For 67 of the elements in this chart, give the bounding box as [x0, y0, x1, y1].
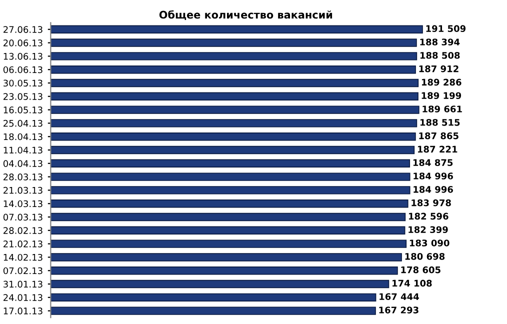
y-tick-label: 21.02.13 [4, 240, 42, 248]
bar [50, 253, 402, 262]
data-label: 183 090 [410, 240, 450, 246]
y-tick-label: 30.05.13 [4, 80, 42, 87]
data-label: 188 394 [420, 38, 460, 46]
y-tick-label: 28.02.13 [4, 227, 42, 234]
data-label: 180 698 [405, 253, 445, 260]
y-tick-label: 18.04.13 [4, 133, 42, 140]
bar [50, 78, 419, 88]
data-label: 184 875 [413, 159, 453, 166]
y-tick-label: 24.01.13 [4, 294, 42, 301]
bar [50, 280, 390, 288]
bar [50, 212, 406, 222]
y-tick-label: 23.05.13 [4, 93, 42, 100]
bar [50, 146, 415, 154]
bar [50, 65, 416, 74]
bar [50, 266, 398, 275]
y-tick-label: 06.06.13 [3, 66, 42, 74]
data-label: 189 286 [422, 78, 462, 86]
bar [50, 38, 417, 47]
bar [50, 306, 376, 315]
chart-title: Общее количество вакансий [159, 10, 332, 20]
bar [50, 293, 376, 302]
bar [50, 240, 407, 248]
y-tick-label: 11.04.13 [4, 146, 42, 154]
data-label: 188 515 [420, 118, 460, 126]
bar [50, 172, 410, 181]
bar [50, 200, 408, 208]
data-label: 183 978 [412, 199, 451, 206]
data-label: 174 108 [392, 280, 432, 287]
y-tick-label: 16.05.13 [4, 106, 42, 114]
bar [50, 25, 423, 34]
y-tick-label: 28.03.13 [4, 174, 42, 180]
bar [50, 159, 410, 168]
bar [50, 119, 418, 128]
y-tick-label: 31.01.13 [4, 280, 42, 288]
data-label: 167 293 [379, 306, 418, 314]
y-tick-label: 07.03.13 [3, 214, 42, 221]
y-tick-label: 14.03.13 [4, 200, 42, 208]
data-label: 182 399 [408, 226, 448, 234]
y-tick-label: 21.03.13 [4, 186, 42, 194]
data-label: 184 996 [414, 172, 453, 180]
bar [50, 106, 420, 114]
data-label: 167 444 [380, 293, 419, 300]
data-label: 188 508 [420, 52, 460, 59]
y-tick-label: 14.02.13 [4, 254, 42, 261]
bar [50, 52, 418, 60]
data-label: 189 661 [422, 106, 462, 112]
y-tick-label: 04.04.13 [3, 160, 42, 167]
y-tick-label: 07.02.13 [3, 267, 42, 274]
data-label: 184 996 [414, 186, 453, 193]
bar [50, 226, 406, 235]
y-tick-label: 27.06.13 [4, 26, 42, 33]
y-tick-label: 20.06.13 [4, 40, 42, 46]
data-label: 187 221 [418, 146, 458, 153]
data-label: 189 199 [422, 92, 462, 100]
bar [50, 92, 418, 100]
data-label: 187 912 [419, 65, 458, 72]
bar [50, 132, 416, 141]
bar [50, 186, 410, 194]
data-label: 187 865 [419, 132, 458, 140]
data-label: 182 596 [408, 212, 448, 220]
y-tick-label: 13.06.13 [4, 52, 42, 60]
data-label: 178 605 [401, 266, 440, 274]
y-tick-label: 25.04.13 [4, 120, 42, 127]
data-label: 191 509 [426, 25, 466, 32]
y-tick-label: 17.01.13 [4, 308, 42, 314]
